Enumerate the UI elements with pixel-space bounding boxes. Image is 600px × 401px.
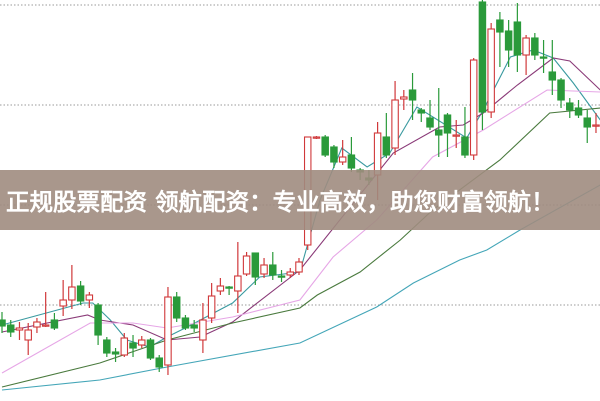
candle-up xyxy=(24,329,32,341)
candle-up xyxy=(295,261,303,273)
candle-up xyxy=(312,136,321,139)
candle-up xyxy=(33,321,41,328)
candle-up xyxy=(41,324,50,327)
candle-up xyxy=(15,327,24,331)
candle-down xyxy=(513,21,522,56)
candle-up xyxy=(234,275,242,292)
candle-down xyxy=(76,285,85,302)
candle-down xyxy=(539,56,548,59)
candle-up xyxy=(469,59,478,156)
candle-up xyxy=(400,96,408,100)
candle-down xyxy=(478,1,487,113)
candle-down xyxy=(94,304,102,336)
candle-down xyxy=(566,102,574,111)
candle-up xyxy=(68,286,76,301)
ad-banner: 正规股票配资 领航配资：专业高效，助您财富领航！ xyxy=(0,170,600,230)
candle-down xyxy=(225,286,233,289)
candle-down xyxy=(111,351,120,355)
candle-up xyxy=(391,99,399,149)
moving-average-line-5 xyxy=(1,184,600,391)
candle-down xyxy=(408,89,417,101)
candle-down xyxy=(277,275,286,278)
candle-down xyxy=(330,146,338,163)
candle-down xyxy=(434,129,443,136)
candle-up xyxy=(164,296,172,366)
moving-average-line-3 xyxy=(1,89,600,374)
candle-down xyxy=(190,324,198,329)
candle-down xyxy=(155,357,163,368)
candle-up xyxy=(522,37,530,56)
candle-down xyxy=(417,109,426,114)
candle-up xyxy=(207,295,216,319)
candle-down xyxy=(129,342,137,349)
candle-up xyxy=(120,337,129,356)
candle-down xyxy=(557,79,565,101)
candle-down xyxy=(583,117,591,128)
candle-down xyxy=(504,30,513,51)
candle-up xyxy=(85,294,94,301)
candle-up xyxy=(260,264,268,275)
candle-up xyxy=(59,299,67,307)
candle-up xyxy=(286,271,295,276)
candle-down xyxy=(426,117,434,128)
candle-up xyxy=(138,339,146,346)
candle-down xyxy=(251,252,260,278)
candle-up xyxy=(487,28,495,113)
banner-text: 正规股票配资 领航配资：专业高效，助您财富领航！ xyxy=(6,188,555,216)
candle-down xyxy=(103,339,111,354)
candle-up xyxy=(338,156,347,163)
candle-down xyxy=(6,324,15,333)
candle-up xyxy=(216,285,225,292)
candle-down xyxy=(347,154,356,169)
candle-down xyxy=(50,319,59,329)
candle-down xyxy=(548,71,557,81)
candle-down xyxy=(321,136,329,156)
candle-up xyxy=(452,134,460,137)
candle-down xyxy=(574,107,583,116)
candle-down xyxy=(443,114,452,134)
candle-up xyxy=(242,255,251,275)
candle-down xyxy=(382,136,391,156)
candle-down xyxy=(146,339,155,359)
candle-down xyxy=(496,19,504,33)
candle-down xyxy=(531,37,539,56)
candle-up xyxy=(373,132,382,176)
candle-down xyxy=(181,317,190,329)
candle-down xyxy=(172,296,181,319)
candle-down xyxy=(461,136,469,156)
candle-up xyxy=(592,124,600,127)
candle-down xyxy=(0,319,6,327)
candle-up xyxy=(199,319,207,341)
candle-down xyxy=(269,264,277,276)
moving-average-line-4 xyxy=(1,107,600,388)
